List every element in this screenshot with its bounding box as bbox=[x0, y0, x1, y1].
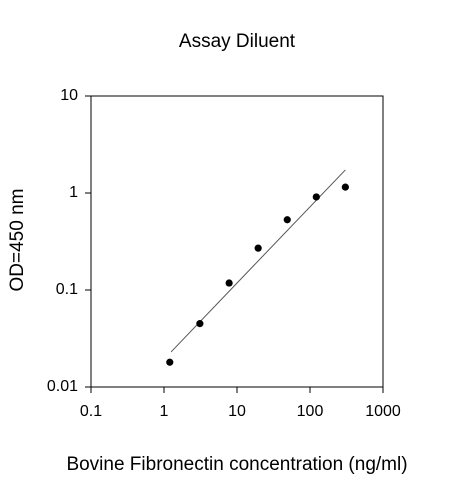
x-tick-label: 1000 bbox=[365, 403, 401, 420]
y-tick-label: 0.1 bbox=[56, 281, 78, 298]
y-tick-label: 10 bbox=[60, 87, 78, 104]
x-axis-label: Bovine Fibronectin concentration (ng/ml) bbox=[66, 454, 407, 475]
data-point bbox=[312, 193, 320, 201]
plot-frame bbox=[90, 95, 384, 388]
data-point bbox=[225, 279, 233, 287]
data-point bbox=[341, 183, 349, 191]
x-tick-label: 10 bbox=[228, 403, 246, 420]
chart-title: Assay Diluent bbox=[179, 31, 296, 52]
data-point bbox=[254, 244, 262, 252]
x-tick-label: 100 bbox=[297, 403, 324, 420]
data-point bbox=[283, 216, 291, 224]
data-point bbox=[166, 358, 174, 366]
y-tick-label: 0.01 bbox=[47, 378, 78, 395]
data-point bbox=[196, 320, 204, 328]
y-axis-label: OD=450 nm bbox=[7, 189, 28, 292]
y-tick-label: 1 bbox=[69, 184, 78, 201]
x-tick-label: 0.1 bbox=[80, 403, 102, 420]
x-tick-label: 1 bbox=[160, 403, 169, 420]
